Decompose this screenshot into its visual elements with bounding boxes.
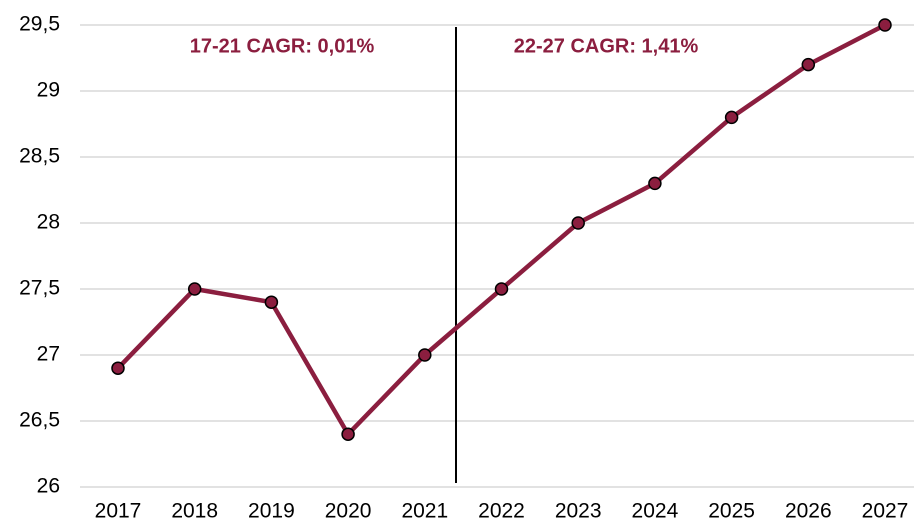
x-tick-label: 2026 xyxy=(785,500,832,523)
y-tick-label: 26 xyxy=(37,475,60,498)
x-tick-label: 2020 xyxy=(325,500,372,523)
x-tick-label: 2024 xyxy=(632,500,679,523)
x-tick-label: 2025 xyxy=(708,500,755,523)
x-tick-label: 2023 xyxy=(555,500,602,523)
annotation: 17-21 CAGR: 0,01% xyxy=(190,35,375,57)
y-tick-label: 27,5 xyxy=(19,277,60,300)
grid xyxy=(80,24,914,488)
y-tick-label: 27 xyxy=(37,343,60,366)
data-point xyxy=(418,348,432,362)
y-tick-label: 26,5 xyxy=(19,409,60,432)
data-point xyxy=(801,57,816,72)
series-line xyxy=(116,23,887,437)
y-tick-label: 29,5 xyxy=(19,13,60,36)
x-tick-label: 2018 xyxy=(171,500,218,523)
data-point xyxy=(571,216,585,230)
x-tick-label: 2022 xyxy=(478,500,525,523)
y-tick-label: 29 xyxy=(37,79,60,102)
x-tick-label: 2017 xyxy=(95,500,142,523)
y-tick-label: 28,5 xyxy=(19,145,60,168)
y-tick-label: 28 xyxy=(37,211,60,234)
data-point xyxy=(878,18,892,32)
data-point xyxy=(264,295,279,309)
data-point xyxy=(111,361,125,375)
x-tick-label: 2019 xyxy=(248,500,295,523)
data-point xyxy=(341,427,355,441)
data-point xyxy=(187,282,202,296)
data-point xyxy=(494,282,509,296)
x-tick-label: 2027 xyxy=(862,500,909,523)
data-point xyxy=(648,176,662,191)
x-tick-label: 2021 xyxy=(401,500,448,523)
annotation: 22-27 CAGR: 1,41% xyxy=(514,35,699,57)
data-point xyxy=(724,110,739,125)
